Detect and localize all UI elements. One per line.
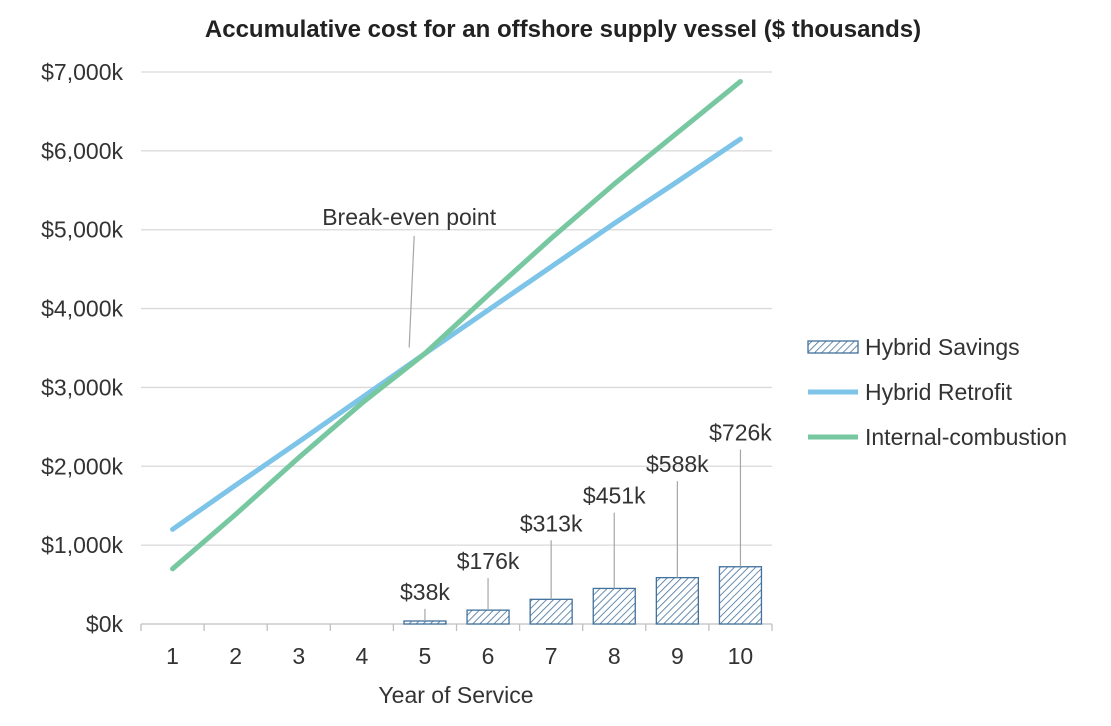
x-tick-label: 2 (229, 643, 242, 669)
x-tick-label: 3 (292, 643, 305, 669)
data-label: $588k (646, 451, 709, 477)
bar-series (403, 566, 763, 625)
break-even-label: Break-even point (322, 204, 496, 230)
x-tick-label: 5 (419, 643, 432, 669)
x-tick-label: 10 (728, 643, 754, 669)
gridlines (141, 71, 772, 546)
x-tick-label: 6 (482, 643, 495, 669)
annotation-leader (408, 235, 415, 348)
y-tick-label: $0k (86, 611, 124, 637)
bar-hybrid-savings (592, 587, 636, 625)
x-tick-label: 7 (545, 643, 558, 669)
bar-hybrid-savings (529, 598, 573, 625)
bar-hybrid-savings (655, 576, 699, 625)
y-axis-ticks: $0k $1,000k $2,000k $3,000k $4,000k $5,000k $6… (41, 59, 123, 637)
annotation: Break-even point (322, 204, 497, 348)
legend-swatch-hybrid-savings (807, 340, 859, 354)
x-tick-label: 1 (166, 643, 179, 669)
y-tick-label: $7,000k (41, 59, 123, 85)
x-tick-label: 9 (671, 643, 684, 669)
x-axis: 1 2 3 4 5 6 7 8 9 10 (140, 623, 773, 669)
line-series (170, 78, 743, 572)
data-label: $38k (400, 579, 450, 605)
y-tick-label: $1,000k (41, 532, 123, 558)
data-label: $176k (457, 548, 520, 574)
bar-hybrid-savings (718, 566, 763, 625)
data-label: $313k (520, 510, 583, 536)
x-axis-title: Year of Service (378, 682, 533, 708)
y-tick-label: $5,000k (41, 217, 123, 243)
legend: Hybrid Savings Hybrid Retrofit Internal-co… (807, 334, 1067, 450)
y-tick-label: $3,000k (41, 374, 123, 400)
data-labels: $38k $176k$313k$451k$588k$726k (400, 420, 772, 622)
x-tick-label: 4 (355, 643, 368, 669)
y-tick-label: $4,000k (41, 296, 123, 322)
line-hybrid-retrofit (170, 136, 743, 532)
legend-label: Hybrid Retrofit (865, 379, 1013, 405)
bar-hybrid-savings (403, 620, 447, 625)
x-tick-label: 8 (608, 643, 621, 669)
legend-label: Internal-combustion (865, 424, 1067, 450)
bar-hybrid-savings (466, 609, 510, 625)
data-label: $726k (709, 420, 772, 446)
chart-title: Accumulative cost for an offshore supply… (205, 16, 921, 43)
legend-label: Hybrid Savings (865, 334, 1020, 360)
y-tick-label: $2,000k (41, 453, 123, 479)
line-internal-combustion (170, 78, 743, 572)
data-label: $451k (583, 483, 646, 509)
y-tick-label: $6,000k (41, 138, 123, 164)
